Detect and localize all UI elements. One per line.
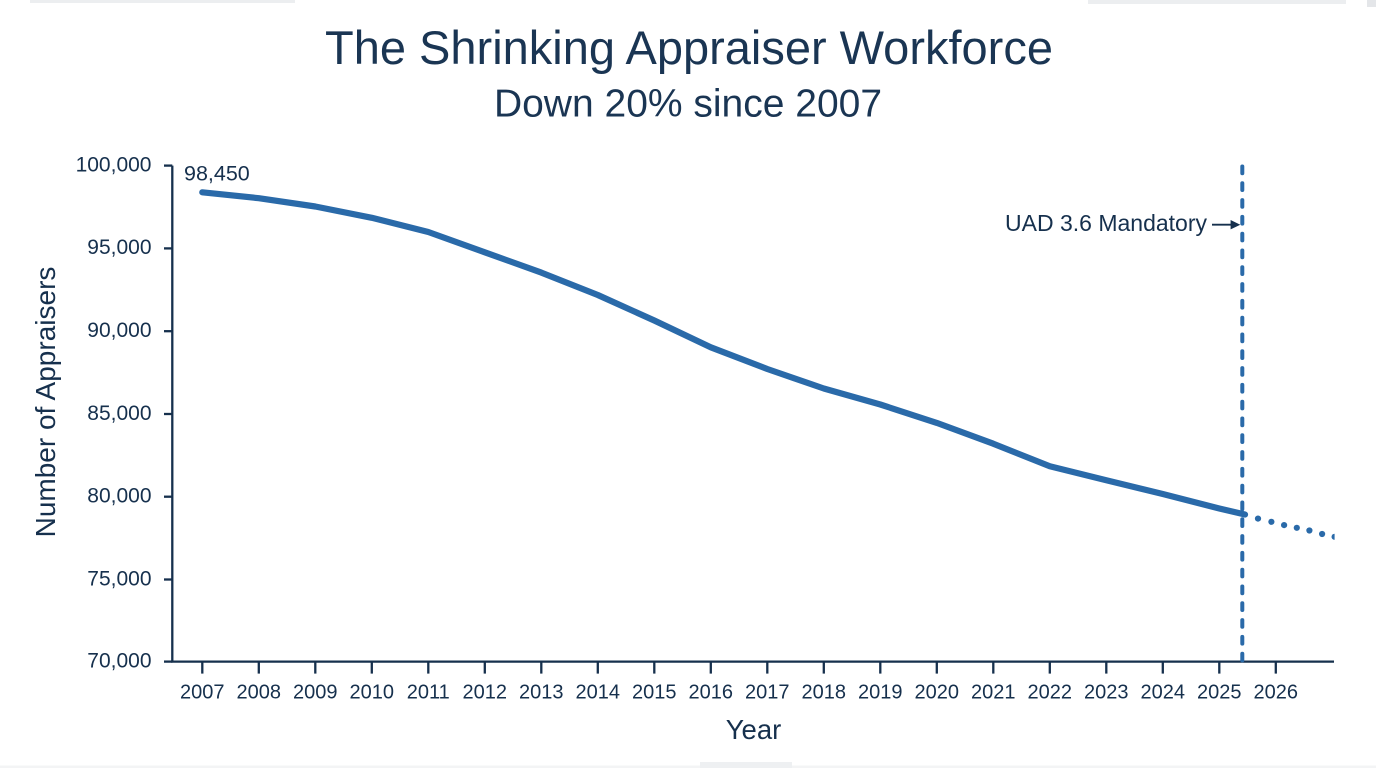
svg-text:75,000: 75,000 (87, 567, 151, 590)
svg-text:2011: 2011 (407, 681, 450, 703)
svg-text:70,000: 70,000 (87, 649, 151, 672)
svg-text:2019: 2019 (858, 681, 903, 703)
svg-text:2023: 2023 (1084, 681, 1129, 703)
svg-text:2025: 2025 (1197, 681, 1242, 703)
svg-text:2024: 2024 (1141, 681, 1186, 703)
svg-text:2026: 2026 (1254, 681, 1299, 703)
svg-text:2014: 2014 (576, 681, 621, 703)
svg-text:2016: 2016 (689, 681, 734, 703)
svg-text:2008: 2008 (237, 681, 282, 703)
svg-text:2010: 2010 (350, 681, 395, 703)
svg-text:2007: 2007 (180, 681, 225, 703)
svg-text:Number of Appraisers: Number of Appraisers (30, 267, 61, 538)
svg-text:2012: 2012 (463, 681, 508, 703)
svg-text:2021: 2021 (971, 681, 1016, 703)
svg-text:98,450: 98,450 (184, 162, 250, 186)
svg-text:UAD 3.6 Mandatory: UAD 3.6 Mandatory (1005, 210, 1207, 236)
svg-text:95,000: 95,000 (87, 236, 151, 259)
svg-text:The Shrinking Appraiser Workfo: The Shrinking Appraiser Workforce (325, 21, 1053, 74)
svg-text:85,000: 85,000 (87, 402, 151, 425)
svg-text:2020: 2020 (915, 681, 960, 703)
svg-text:90,000: 90,000 (87, 319, 151, 342)
svg-text:2015: 2015 (632, 681, 677, 703)
svg-text:2018: 2018 (802, 681, 847, 703)
svg-text:2009: 2009 (293, 681, 338, 703)
svg-text:2022: 2022 (1028, 681, 1073, 703)
svg-text:2013: 2013 (519, 681, 564, 703)
svg-text:Down 20% since 2007: Down 20% since 2007 (494, 83, 882, 126)
svg-text:Year: Year (726, 714, 782, 745)
svg-text:2017: 2017 (745, 681, 790, 703)
svg-text:100,000: 100,000 (76, 153, 152, 176)
svg-text:80,000: 80,000 (87, 485, 151, 508)
